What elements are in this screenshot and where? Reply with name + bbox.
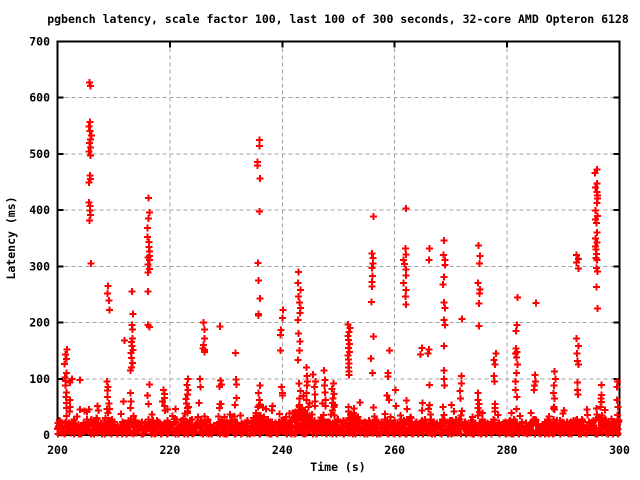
x-axis-label: Time (s) [310,460,365,474]
baseline-band-points [54,392,623,438]
y-tick-label: 200 [29,316,50,330]
y-tick-label: 300 [29,259,50,273]
data-points [54,79,623,438]
y-tick-label: 100 [29,372,50,386]
y-tick-label: 500 [29,147,50,161]
x-tick-label: 280 [497,443,518,457]
latency-spike-points [61,79,622,415]
x-tick-label: 240 [272,443,293,457]
y-tick-label: 0 [43,428,50,442]
y-tick-label: 700 [29,35,50,49]
x-tick-label: 260 [384,443,405,457]
x-tick-label: 200 [47,443,68,457]
x-tick-label: 300 [609,443,630,457]
grid-lines [57,41,620,435]
chart-title: pgbench latency, scale factor 100, last … [47,12,629,26]
tick-labels: 0 100 200 300 400 500 600 700 200 220 240 260 280 300 [29,35,630,458]
y-axis-label: Latency (ms) [4,196,18,279]
y-tick-label: 600 [29,91,50,105]
y-tick-label: 400 [29,203,50,217]
x-tick-label: 220 [160,443,181,457]
